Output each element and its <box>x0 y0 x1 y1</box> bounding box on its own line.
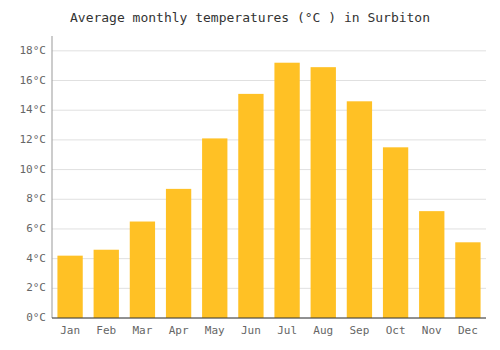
y-tick-label: 18°C <box>20 44 47 57</box>
bar <box>94 250 119 318</box>
bar <box>238 94 263 318</box>
y-tick-label: 4°C <box>26 252 46 265</box>
bar <box>202 138 227 318</box>
x-tick-labels: Jan Feb Mar Apr May Jun Jul Aug Sep Oct Nov Dec <box>60 324 478 337</box>
grid-line <box>52 318 486 319</box>
y-tick-label: 2°C <box>26 281 46 294</box>
bar <box>347 101 372 318</box>
bar <box>57 256 82 318</box>
grid-line <box>52 169 486 170</box>
x-tick-label: Sep <box>349 324 369 337</box>
x-tick-label: May <box>205 324 225 337</box>
y-tick-labels: 0°C 2°C 4°C 6°C 8°C 10°C 12°C 14°C 16°C 18°C <box>20 44 47 324</box>
bar <box>274 63 299 318</box>
y-tick-label: 10°C <box>20 163 47 176</box>
x-tick-label: Nov <box>422 324 442 337</box>
y-tick-label: 14°C <box>20 103 47 116</box>
y-tick-label: 6°C <box>26 222 46 235</box>
x-tick-label: Dec <box>458 324 478 337</box>
x-tick-label: Aug <box>313 324 333 337</box>
grid-line <box>52 110 486 111</box>
x-tick-label: Oct <box>386 324 406 337</box>
y-tick-label: 12°C <box>20 133 47 146</box>
bar <box>311 67 336 318</box>
x-tick-label: Apr <box>169 324 189 337</box>
x-tick-label: Jul <box>277 324 297 337</box>
grid-line <box>52 80 486 81</box>
bars <box>57 63 480 318</box>
x-tick-label: Jan <box>60 324 80 337</box>
grid-line <box>52 199 486 200</box>
title: Average monthly temperatures (°C ) in Su… <box>70 10 430 25</box>
x-tick-label: Mar <box>132 324 152 337</box>
y-tick-label: 8°C <box>26 192 46 205</box>
x-tick-label: Feb <box>96 324 116 337</box>
x-axis-line <box>52 318 486 319</box>
chart: 0°C 2°C 4°C 6°C 8°C 10°C 12°C 14°C 16°C 18°C Jan Fe… <box>0 0 500 350</box>
x-tick-label: Jun <box>241 324 261 337</box>
y-tick-label: 0°C <box>26 311 46 324</box>
bar <box>166 189 191 318</box>
chart-container: 0°C 2°C 4°C 6°C 8°C 10°C 12°C 14°C 16°C 18°C Jan Fe… <box>0 0 500 350</box>
bar <box>130 222 155 318</box>
bar <box>383 147 408 318</box>
y-tick-label: 16°C <box>20 74 47 87</box>
y-axis-line <box>52 36 53 318</box>
grid-line <box>52 50 486 51</box>
bar <box>455 242 480 318</box>
grid-line <box>52 139 486 140</box>
bar <box>419 211 444 318</box>
grid <box>52 51 486 318</box>
